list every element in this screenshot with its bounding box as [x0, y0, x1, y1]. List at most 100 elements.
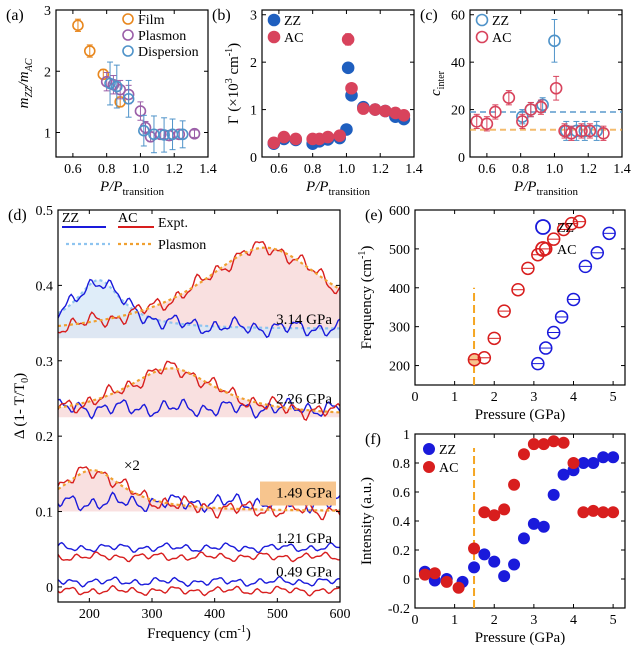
- plot-frame: [469, 9, 623, 158]
- data-point: [83, 45, 96, 57]
- data-point: [267, 136, 281, 150]
- x-tick-label: 200: [79, 607, 100, 622]
- x-axis-label: Frequency (cm-1): [147, 624, 251, 642]
- data-point: [577, 506, 590, 519]
- data-point: [478, 506, 491, 519]
- data-point: [452, 581, 465, 594]
- data-point: [516, 115, 529, 128]
- y-tick-label: 0.3: [36, 355, 54, 370]
- data-point: [558, 124, 571, 138]
- x-tick-label: 1.0: [132, 162, 150, 177]
- x-tick-label: 2: [491, 390, 498, 405]
- x-tick-label: 4: [570, 390, 577, 405]
- x-axis-label: P/Ptransition: [513, 179, 579, 198]
- y-tick-label: 0.4: [393, 515, 411, 530]
- x-tick-label: 0.6: [64, 162, 82, 177]
- x-tick-label: 0: [412, 390, 419, 405]
- panel-f: 0 1 2 3 4 5-0.200.20.40.60.81(f)ZZACPressure …: [359, 428, 626, 646]
- y-tick-label: 0.6: [393, 486, 411, 501]
- data-point: [418, 568, 431, 581]
- y-axis-label: Frequency (cm-1): [357, 246, 375, 350]
- zz-expt-line: [58, 541, 340, 554]
- x-tick-label: 500: [267, 607, 288, 622]
- data-point: [345, 81, 358, 95]
- ac-expt-line: [58, 551, 340, 563]
- legend-label: AC: [118, 211, 137, 226]
- y-tick-label: 1: [250, 104, 257, 119]
- legend-marker: [535, 241, 551, 257]
- x-tick-label: 1.4: [405, 162, 423, 177]
- data-point: [498, 503, 511, 516]
- data-point: [527, 517, 540, 530]
- zz-plasmon-area: [58, 280, 340, 339]
- data-point: [590, 124, 603, 138]
- x-tick-label: 4: [570, 613, 577, 628]
- y-tick-label: 0.4: [36, 279, 54, 294]
- highlight-box: [260, 481, 336, 506]
- legend-label: Plasmon: [138, 29, 186, 44]
- data-point: [548, 34, 561, 48]
- data-point: [597, 126, 610, 140]
- y-tick-label: 0: [250, 151, 257, 166]
- panel-label: (c): [420, 7, 438, 24]
- data-point: [597, 506, 610, 519]
- legend-marker: [423, 461, 435, 473]
- plot-frame: [261, 9, 415, 158]
- y-tick-label: 0.1: [36, 506, 54, 521]
- legend-marker: [122, 29, 134, 41]
- y-tick-label: 200: [389, 360, 410, 375]
- x-tick-label: 600: [330, 607, 351, 622]
- pressure-label: 1.21 GPa: [276, 531, 332, 547]
- data-point: [607, 451, 620, 464]
- y-axis-label: Intensity (a.u.): [359, 477, 375, 565]
- data-point: [368, 103, 382, 116]
- y-tick-label: 20: [451, 104, 465, 119]
- x-tick-label: 1.4: [199, 162, 217, 177]
- legend-marker: [122, 45, 134, 57]
- data-point: [122, 93, 135, 105]
- legend-label: Film: [138, 13, 165, 28]
- data-point: [597, 451, 610, 464]
- ac-plasmon-line: [58, 367, 340, 414]
- y-tick-label: 2: [44, 65, 51, 80]
- data-point: [575, 124, 588, 138]
- data-point: [478, 548, 491, 561]
- ac-expt-line: [58, 466, 340, 521]
- data-point: [277, 130, 291, 144]
- pressure-label: 0.49 GPa: [276, 565, 332, 581]
- data-point: [547, 488, 560, 501]
- ac-expt-line: [58, 360, 340, 422]
- data-point: [468, 542, 481, 555]
- trace-1: [58, 360, 340, 422]
- data-point: [134, 105, 147, 117]
- legend-marker: [267, 13, 281, 27]
- data-point: [577, 457, 590, 469]
- data-point: [289, 132, 303, 146]
- y-tick-label: 0.8: [393, 457, 411, 472]
- y-axis-label: Δ (1- T/T0): [12, 373, 31, 439]
- zz-plasmon-line: [58, 278, 340, 330]
- data-point: [104, 77, 116, 90]
- x-tick-label: 0.6: [478, 162, 496, 177]
- x-tick-label: 0.6: [270, 162, 288, 177]
- plot-frame: [414, 209, 626, 386]
- data-point: [176, 128, 189, 141]
- y-tick-label: 0: [403, 573, 410, 588]
- x-tick-label: 1.2: [165, 162, 183, 177]
- data-point: [557, 468, 570, 481]
- y-tick-label: 500: [389, 243, 410, 258]
- data-point: [397, 108, 411, 122]
- legend-marker: [267, 30, 281, 44]
- x-tick-label: 1.2: [371, 162, 389, 177]
- data-point: [557, 436, 570, 449]
- legend-label: ZZ: [492, 14, 509, 29]
- panel-e: 0 1 2 3 4 5 200 300 400 500 600 (e) ZZ AC Pressure (GP…: [357, 204, 626, 423]
- data-point: [188, 127, 201, 140]
- data-point: [587, 457, 600, 469]
- data-point: [97, 68, 110, 81]
- x-tick-label: 3: [530, 390, 537, 405]
- x-tick-label: 1.0: [338, 162, 356, 177]
- panel-a: 0.6 0.8 1.0 1.2 1.4 1 2 3 (a) FilmPlasmonDispersi…: [6, 4, 217, 198]
- panel-b: 0.6 0.8 1.0 1.2 1.4 0 1 2 3 (b) ZZ AC P/Ptransition Γ…: [212, 7, 423, 198]
- legend-label: AC: [557, 243, 576, 258]
